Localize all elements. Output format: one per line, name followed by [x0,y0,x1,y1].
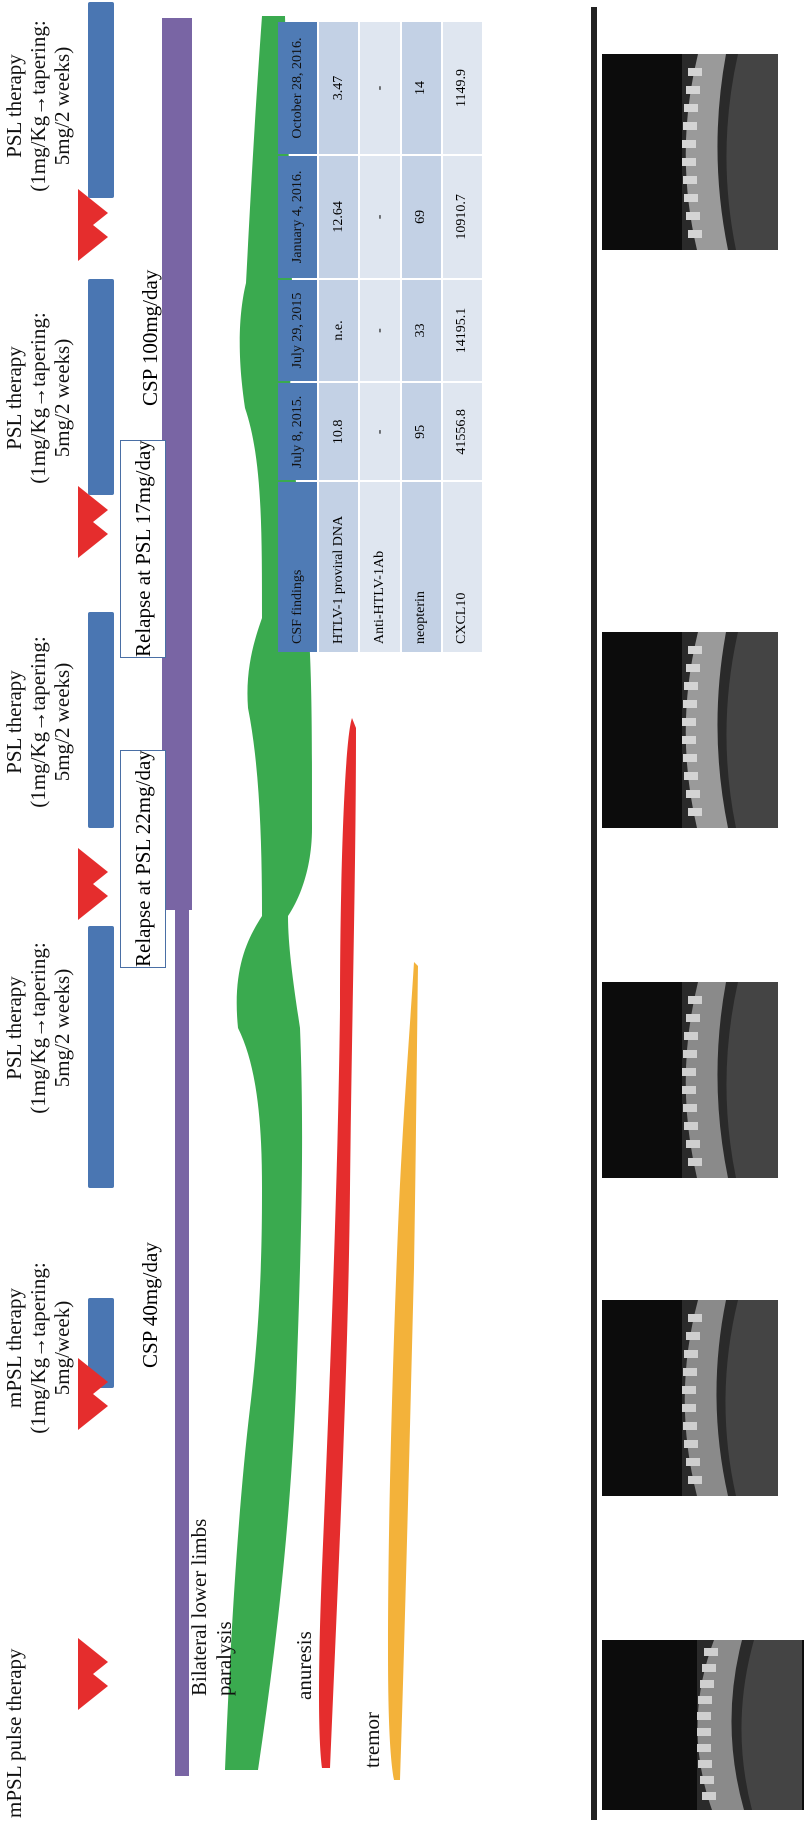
table-cell: 1149.9 [442,22,482,155]
label-paralysis: paralysis [212,1621,236,1696]
pulse-triangle-icon [78,189,108,237]
mri-spine-graphic [682,982,778,1178]
table-cell: - [360,156,400,278]
table-cell: 10.8 [319,383,359,481]
tremor-shape [388,962,418,1780]
relapse-box-1: Relapse at PSL 22mg/day [120,750,166,968]
mri-image [602,982,778,1178]
table-header-cell: July 8, 2015. [278,383,318,481]
table-header-cell: January 4, 2016. [278,156,318,278]
mri-image [602,1640,804,1810]
therapy-bar-5 [88,2,114,198]
pulse-triangle-icon [78,486,108,534]
table-cell: Anti-HTLV-1Ab [360,482,400,652]
mri-image [602,54,778,250]
table-header-cell: CSF findings [278,482,318,652]
table-row: neopterin 95 33 69 14 [401,22,441,652]
table-cell: 3.47 [319,22,359,155]
table-cell: 33 [401,279,441,382]
separator-line [591,7,597,1820]
table-cell: 14195.1 [442,279,482,382]
therapy-text-5: PSL therapy (1mg/Kg→tapering: 5mg/2 week… [2,20,74,192]
therapy-text-4: PSL therapy (1mg/Kg→tapering: 5mg/2 week… [2,312,74,484]
table-header-cell: October 28, 2016. [278,22,318,155]
table-cell: n.e. [319,279,359,382]
label-anuresis: anuresis [292,1631,316,1700]
label-tremor: tremor [360,1712,384,1768]
mri-spine-graphic [682,54,778,250]
mri-image [602,632,778,828]
mri-spine-graphic [682,632,778,828]
table-cell: - [360,22,400,155]
anuresis-shape [319,718,356,1768]
therapy-bar-3 [88,612,114,828]
table-cell: 95 [401,383,441,481]
table-cell: 41556.8 [442,383,482,481]
table-row: CXCL10 41556.8 14195.1 10910.7 1149.9 [442,22,482,652]
table-cell: 10910.7 [442,156,482,278]
mri-spine-graphic [697,1640,802,1810]
mri-image [602,1300,778,1496]
label-mpsl-pulse: mPSL pulse therapy [2,1648,26,1818]
table-row: Anti-HTLV-1Ab - - - - [360,22,400,652]
table-cell: neopterin [401,482,441,652]
therapy-text-2: PSL therapy (1mg/Kg→tapering: 5mg/2 week… [2,942,74,1114]
therapy-text-1: mPSL therapy (1mg/Kg→tapering: 5mg/week) [2,1262,74,1434]
therapy-text-3: PSL therapy (1mg/Kg→tapering: 5mg/2 week… [2,636,74,808]
table-row: HTLV-1 proviral DNA 10.8 n.e. 12.64 3.47 [319,22,359,652]
relapse-box-2: Relapse at PSL 17mg/day [120,440,166,658]
therapy-bar-1 [88,1298,114,1388]
table-cell: 69 [401,156,441,278]
table-header-row: CSF findings July 8, 2015. July 29, 2015… [278,22,318,652]
pulse-triangles [78,189,108,1710]
table-cell: CXCL10 [442,482,482,652]
therapy-bar-2 [88,926,114,1188]
table-cell: HTLV-1 proviral DNA [319,482,359,652]
csp-100-label: CSP 100mg/day [138,269,162,406]
table-header-cell: July 29, 2015 [278,279,318,382]
csf-table: CSF findings July 8, 2015. July 29, 2015… [276,20,484,654]
therapy-bar-4 [88,279,114,495]
table-cell: - [360,279,400,382]
pulse-triangle-icon [78,1358,108,1406]
csp-40-label: CSP 40mg/day [138,1242,162,1368]
csp-bar-thick [162,18,192,910]
pulse-triangle-icon [78,1638,108,1686]
mri-spine-graphic [682,1300,778,1496]
table-cell: 12.64 [319,156,359,278]
table-cell: 14 [401,22,441,155]
table-cell: - [360,383,400,481]
label-bilateral: Bilateral lower limbs [187,1518,211,1696]
pulse-triangle-icon [78,848,108,896]
